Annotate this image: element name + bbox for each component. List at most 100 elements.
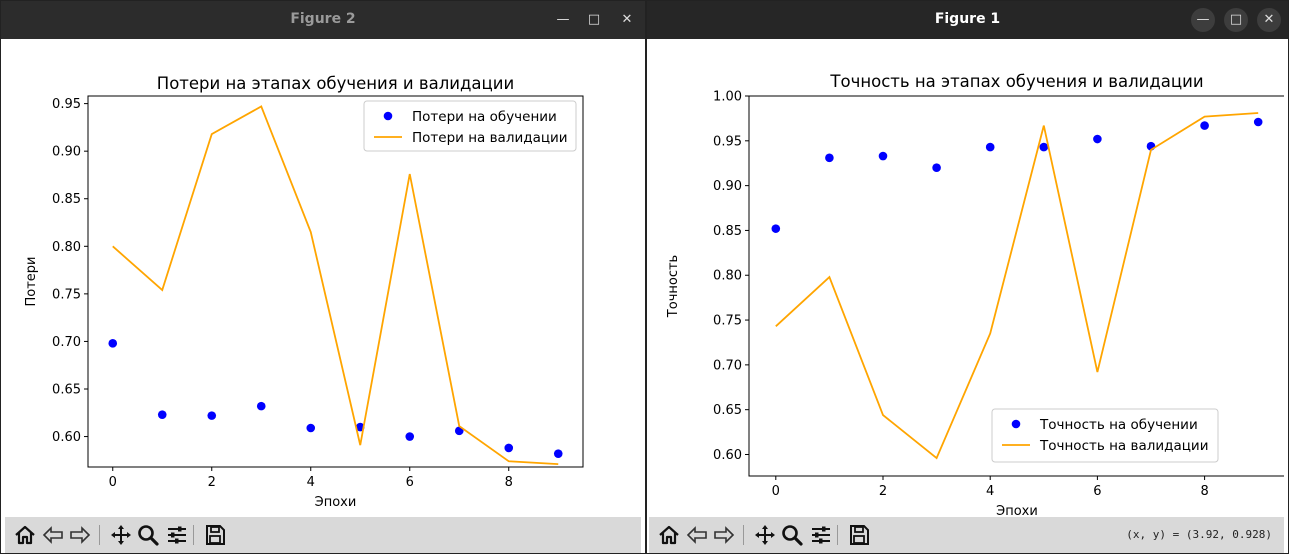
titlebar[interactable]: Figure 2 — □ ✕: [1, 1, 645, 39]
close-button[interactable]: ✕: [1257, 8, 1281, 32]
forward-arrow-button[interactable]: [712, 523, 736, 547]
legend-entry-label: Точность на обучении: [1039, 417, 1198, 433]
legend-box: [991, 408, 1219, 463]
y-tick-label: 0.75: [713, 314, 742, 329]
x-axis-label: Эпохи: [315, 495, 357, 510]
window-title: Figure 1: [934, 11, 1001, 27]
pan-button[interactable]: [109, 523, 133, 547]
data-point-training: [256, 401, 266, 411]
pan-button[interactable]: [753, 523, 777, 547]
figure-1-window: Figure 1 — □ ✕ Точность на этапах обучен…: [646, 0, 1289, 554]
window-title: Figure 2: [290, 11, 356, 27]
data-point-training: [825, 153, 834, 163]
legend: Точность на обучении Точность на валидаци…: [991, 408, 1219, 463]
data-point-training: [878, 151, 888, 161]
back-arrow-button[interactable]: [685, 523, 709, 547]
y-tick-label: 0.85: [713, 224, 742, 239]
x-tick-label: 2: [879, 484, 887, 499]
configure-subplots-button[interactable]: [165, 523, 189, 547]
toolbar-separator: [99, 525, 100, 545]
y-tick-label: 0.85: [52, 192, 81, 207]
data-point-training: [1093, 134, 1102, 144]
configure-subplots-button[interactable]: [809, 523, 833, 547]
zoom-button[interactable]: [136, 523, 160, 547]
series-line-validation: [112, 105, 559, 466]
minimize-button[interactable]: —: [1191, 8, 1215, 32]
y-tick-label: 1.00: [713, 90, 742, 105]
y-tick-label: 0.60: [713, 448, 742, 463]
navigation-toolbar: (x, y) = (3.92, 0.928): [649, 517, 1284, 553]
legend-box: [363, 100, 577, 152]
navigation-toolbar: [5, 517, 641, 553]
forward-arrow-button[interactable]: [68, 523, 92, 547]
x-tick-label: 8: [1200, 484, 1208, 499]
y-tick-label: 0.95: [52, 97, 81, 112]
x-tick-label: 8: [505, 475, 513, 490]
y-tick-label: 0.60: [52, 430, 81, 445]
save-icon: [850, 525, 869, 545]
data-point-training: [771, 224, 781, 233]
data-point-training: [108, 339, 118, 348]
home-button[interactable]: [657, 523, 681, 547]
zoom-button[interactable]: [780, 523, 804, 547]
titlebar[interactable]: Figure 1 — □ ✕: [647, 1, 1288, 39]
y-tick-label: 0.90: [52, 145, 81, 160]
x-tick-label: 4: [307, 475, 315, 490]
x-tick-label: 2: [208, 475, 216, 490]
chart-title: Точность на этапах обучения и валидации: [829, 72, 1203, 91]
home-icon: [15, 525, 35, 545]
y-tick-label: 0.65: [713, 403, 742, 418]
loss-chart[interactable]: Потери на этапах обучения и валидации 0 2 4…: [5, 39, 641, 519]
configure-subplots-icon: [812, 526, 830, 544]
data-point-training: [1039, 142, 1049, 152]
data-point-training: [504, 443, 514, 453]
y-tick-label: 0.80: [52, 240, 81, 255]
toolbar-separator: [743, 525, 744, 545]
y-tick-label: 0.80: [713, 269, 742, 284]
back-arrow-button[interactable]: [41, 523, 65, 547]
y-axis-label: Точность: [666, 255, 681, 318]
y-axis-label: Потери: [24, 256, 39, 306]
data-point-training: [553, 449, 563, 458]
data-point-training: [405, 432, 415, 441]
save-button[interactable]: [847, 523, 871, 547]
figure-2-window: Figure 2 — □ ✕ Потери на этапах обучения…: [0, 0, 646, 554]
x-axis-label: Эпохи: [996, 504, 1038, 519]
legend: Потери на обучении Потери на валидации: [363, 100, 577, 152]
series-line-validation: [775, 112, 1259, 460]
x-tick-label: 4: [986, 484, 994, 499]
plot-canvas[interactable]: Точность на этапах обучения и валидации 0…: [649, 39, 1286, 519]
forward-arrow-icon: [714, 526, 735, 544]
back-arrow-icon: [686, 526, 707, 544]
save-button[interactable]: [203, 523, 227, 547]
toolbar-separator: [193, 525, 194, 545]
accuracy-chart[interactable]: Точность на этапах обучения и валидации 0…: [649, 39, 1286, 519]
legend-entry-label: Точность на валидации: [1039, 438, 1208, 454]
maximize-button[interactable]: □: [1224, 8, 1248, 32]
minimize-button[interactable]: —: [556, 12, 570, 27]
axes-frame: [87, 95, 584, 468]
data-point-training: [985, 142, 995, 152]
close-button[interactable]: ✕: [621, 12, 633, 27]
data-point-training: [207, 411, 217, 420]
maximize-button[interactable]: □: [587, 12, 601, 27]
x-tick-label: 0: [109, 475, 117, 490]
legend-entry-label: Потери на обучении: [412, 109, 557, 125]
save-icon: [206, 525, 225, 545]
legend-marker-swatch: [1011, 419, 1021, 429]
pan-icon: [755, 525, 775, 545]
pan-icon: [111, 525, 131, 545]
y-tick-label: 0.95: [713, 134, 742, 149]
x-tick-label: 6: [1093, 484, 1101, 499]
data-point-training: [157, 410, 167, 419]
toolbar-separator: [837, 525, 838, 545]
data-point-training: [932, 163, 941, 172]
y-tick-label: 0.70: [713, 358, 742, 373]
home-button[interactable]: [13, 523, 37, 547]
data-point-training: [1253, 117, 1263, 127]
forward-arrow-icon: [70, 526, 91, 544]
y-tick-label: 0.90: [713, 179, 742, 194]
y-tick-label: 0.65: [52, 382, 81, 397]
zoom-icon: [138, 525, 159, 546]
plot-canvas[interactable]: Потери на этапах обучения и валидации 0 2 4…: [5, 39, 641, 519]
